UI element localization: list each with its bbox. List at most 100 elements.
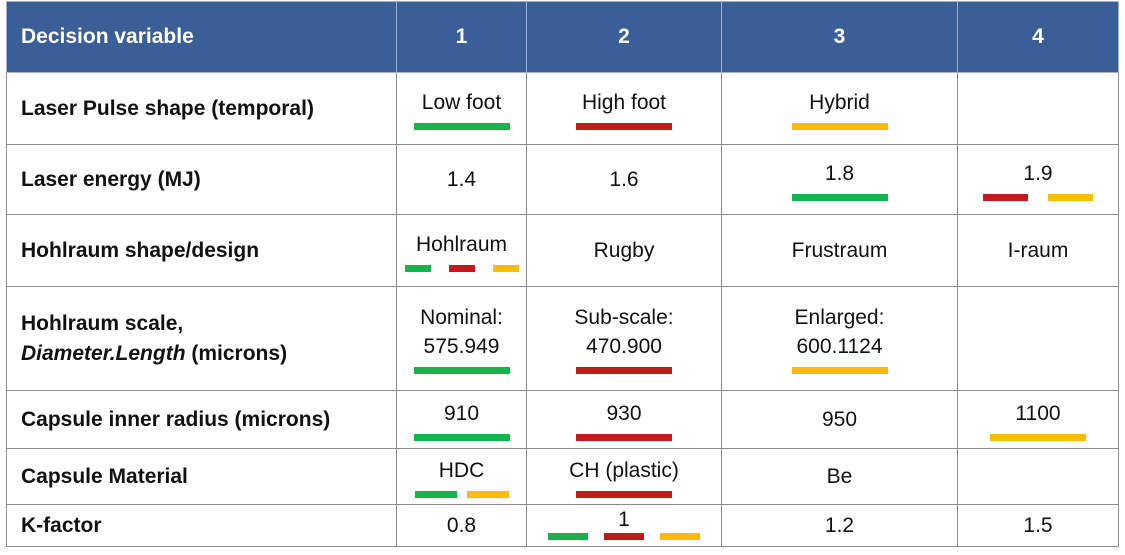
cell-shape-2: Rugby bbox=[526, 214, 722, 287]
cell-radius-2: 930 bbox=[526, 390, 722, 449]
cell-material-3: Be bbox=[721, 448, 958, 505]
red-rating-bar bbox=[576, 433, 672, 441]
cell-text: 1.9 bbox=[1023, 161, 1053, 185]
red-rating-bar bbox=[576, 367, 672, 374]
row-capsule-material: Capsule Material HDC CH (plastic) Be bbox=[6, 448, 1119, 505]
row-label: Hohlraum shape/design bbox=[6, 214, 397, 287]
red-rating-bar bbox=[448, 264, 475, 272]
cell-energy-4: 1.9 bbox=[957, 144, 1119, 215]
cell-k-1: 0.8 bbox=[396, 504, 527, 547]
cell-k-3: 1.2 bbox=[721, 504, 958, 547]
cell-energy-1: 1.4 bbox=[396, 144, 527, 215]
amber-rating-bar bbox=[492, 264, 519, 272]
cell-k-4: 1.5 bbox=[957, 504, 1119, 547]
cell-text-line1: Enlarged: bbox=[794, 306, 885, 329]
cell-pulse-2: High foot bbox=[526, 72, 722, 145]
cell-text: Be bbox=[826, 465, 853, 488]
row-label: Laser Pulse shape (temporal) bbox=[6, 72, 397, 145]
header-col-3: 3 bbox=[721, 1, 958, 73]
cell-text: Low foot bbox=[421, 90, 502, 114]
cell-energy-3: 1.8 bbox=[721, 144, 958, 215]
cell-text: CH (plastic) bbox=[569, 458, 679, 482]
cell-text: 950 bbox=[821, 408, 858, 431]
cell-material-1: HDC bbox=[396, 448, 527, 505]
amber-rating-bar bbox=[660, 533, 700, 540]
cell-pulse-4 bbox=[957, 72, 1119, 145]
row-label-italic: Diameter.Length bbox=[21, 341, 186, 365]
row-hohlraum-shape: Hohlraum shape/design Hohlraum Rugby Fru… bbox=[6, 214, 1119, 287]
cell-text: Frustraum bbox=[791, 239, 888, 262]
header-row: Decision variable 1 2 3 4 bbox=[6, 1, 1119, 73]
amber-rating-bar bbox=[791, 122, 888, 130]
cell-text: 1 bbox=[618, 508, 630, 531]
green-rating-bar bbox=[791, 193, 888, 201]
green-rating-bar bbox=[413, 433, 510, 441]
cell-text: 930 bbox=[606, 401, 642, 425]
cell-text-line2: 575.949 bbox=[423, 335, 500, 358]
row-label-rest: (microns) bbox=[185, 341, 288, 365]
cell-pulse-1: Low foot bbox=[396, 72, 527, 145]
row-laser-pulse-shape: Laser Pulse shape (temporal) Low foot Hi… bbox=[6, 72, 1119, 145]
cell-shape-1: Hohlraum bbox=[396, 214, 527, 287]
cell-text-line1: Sub-scale: bbox=[574, 306, 674, 329]
red-rating-bar bbox=[604, 533, 644, 540]
cell-pulse-3: Hybrid bbox=[721, 72, 958, 145]
red-rating-bar bbox=[576, 490, 672, 498]
cell-text: 910 bbox=[443, 401, 480, 425]
cell-text: 0.8 bbox=[446, 514, 477, 537]
row-laser-energy: Laser energy (MJ) 1.4 1.6 1.8 1.9 bbox=[6, 144, 1119, 215]
green-rating-bar bbox=[413, 122, 510, 130]
cell-radius-3: 950 bbox=[721, 390, 958, 449]
amber-rating-bar bbox=[791, 367, 888, 374]
cell-text-line1: Nominal: bbox=[420, 306, 503, 329]
row-capsule-inner-radius: Capsule inner radius (microns) 910 930 9… bbox=[6, 390, 1119, 449]
green-rating-bar bbox=[404, 264, 431, 272]
header-col-1: 1 bbox=[396, 1, 527, 73]
cell-text: Hohlraum bbox=[415, 232, 508, 256]
cell-text: 1.6 bbox=[609, 168, 639, 191]
cell-material-4 bbox=[957, 448, 1119, 505]
row-label-line1: Hohlraum scale, bbox=[21, 311, 184, 335]
cell-text: Hybrid bbox=[809, 90, 870, 114]
cell-scale-2: Sub-scale: 470.900 bbox=[526, 286, 722, 391]
green-rating-bar bbox=[413, 367, 510, 374]
cell-text-line2: 470.900 bbox=[586, 335, 662, 358]
cell-scale-4 bbox=[957, 286, 1119, 391]
cell-energy-2: 1.6 bbox=[526, 144, 722, 215]
cell-text: High foot bbox=[581, 90, 667, 114]
row-k-factor: K-factor 0.8 1 1.2 1.5 bbox=[6, 504, 1119, 547]
cell-k-2: 1 bbox=[526, 504, 722, 547]
row-label: Capsule inner radius (microns) bbox=[6, 390, 397, 449]
header-decision-variable: Decision variable bbox=[6, 1, 397, 73]
red-rating-bar bbox=[983, 193, 1028, 201]
cell-text: 1100 bbox=[1015, 401, 1061, 425]
cell-text: I-raum bbox=[1007, 239, 1069, 262]
cell-text: 1.8 bbox=[824, 161, 855, 185]
cell-text-line2: 600.1124 bbox=[796, 335, 883, 358]
cell-shape-3: Frustraum bbox=[721, 214, 958, 287]
cell-material-2: CH (plastic) bbox=[526, 448, 722, 505]
row-label-line2: Diameter.Length (microns) bbox=[21, 339, 396, 369]
red-rating-bar bbox=[576, 122, 672, 130]
cell-scale-3: Enlarged: 600.1124 bbox=[721, 286, 958, 391]
cell-text: 1.4 bbox=[446, 168, 477, 191]
cell-text: HDC bbox=[438, 458, 485, 482]
cell-scale-1: Nominal: 575.949 bbox=[396, 286, 527, 391]
cell-text: 1.5 bbox=[1023, 514, 1053, 537]
row-label: Hohlraum scale, Diameter.Length (microns… bbox=[6, 286, 397, 391]
row-label: Capsule Material bbox=[6, 448, 397, 505]
green-rating-bar bbox=[548, 533, 588, 540]
row-hohlraum-scale: Hohlraum scale, Diameter.Length (microns… bbox=[6, 286, 1119, 391]
cell-radius-4: 1100 bbox=[957, 390, 1119, 449]
decision-table-container: Decision variable 1 2 3 4 Laser Pulse sh… bbox=[6, 1, 1119, 547]
row-label: Laser energy (MJ) bbox=[6, 144, 397, 215]
amber-rating-bar bbox=[1048, 193, 1093, 201]
cell-text: Rugby bbox=[593, 239, 655, 262]
row-label: K-factor bbox=[6, 504, 397, 547]
decision-variable-table: Decision variable 1 2 3 4 Laser Pulse sh… bbox=[6, 1, 1119, 547]
cell-radius-1: 910 bbox=[396, 390, 527, 449]
amber-rating-bar bbox=[466, 490, 509, 498]
cell-shape-4: I-raum bbox=[957, 214, 1119, 287]
amber-rating-bar bbox=[990, 433, 1086, 441]
header-col-4: 4 bbox=[957, 1, 1119, 73]
